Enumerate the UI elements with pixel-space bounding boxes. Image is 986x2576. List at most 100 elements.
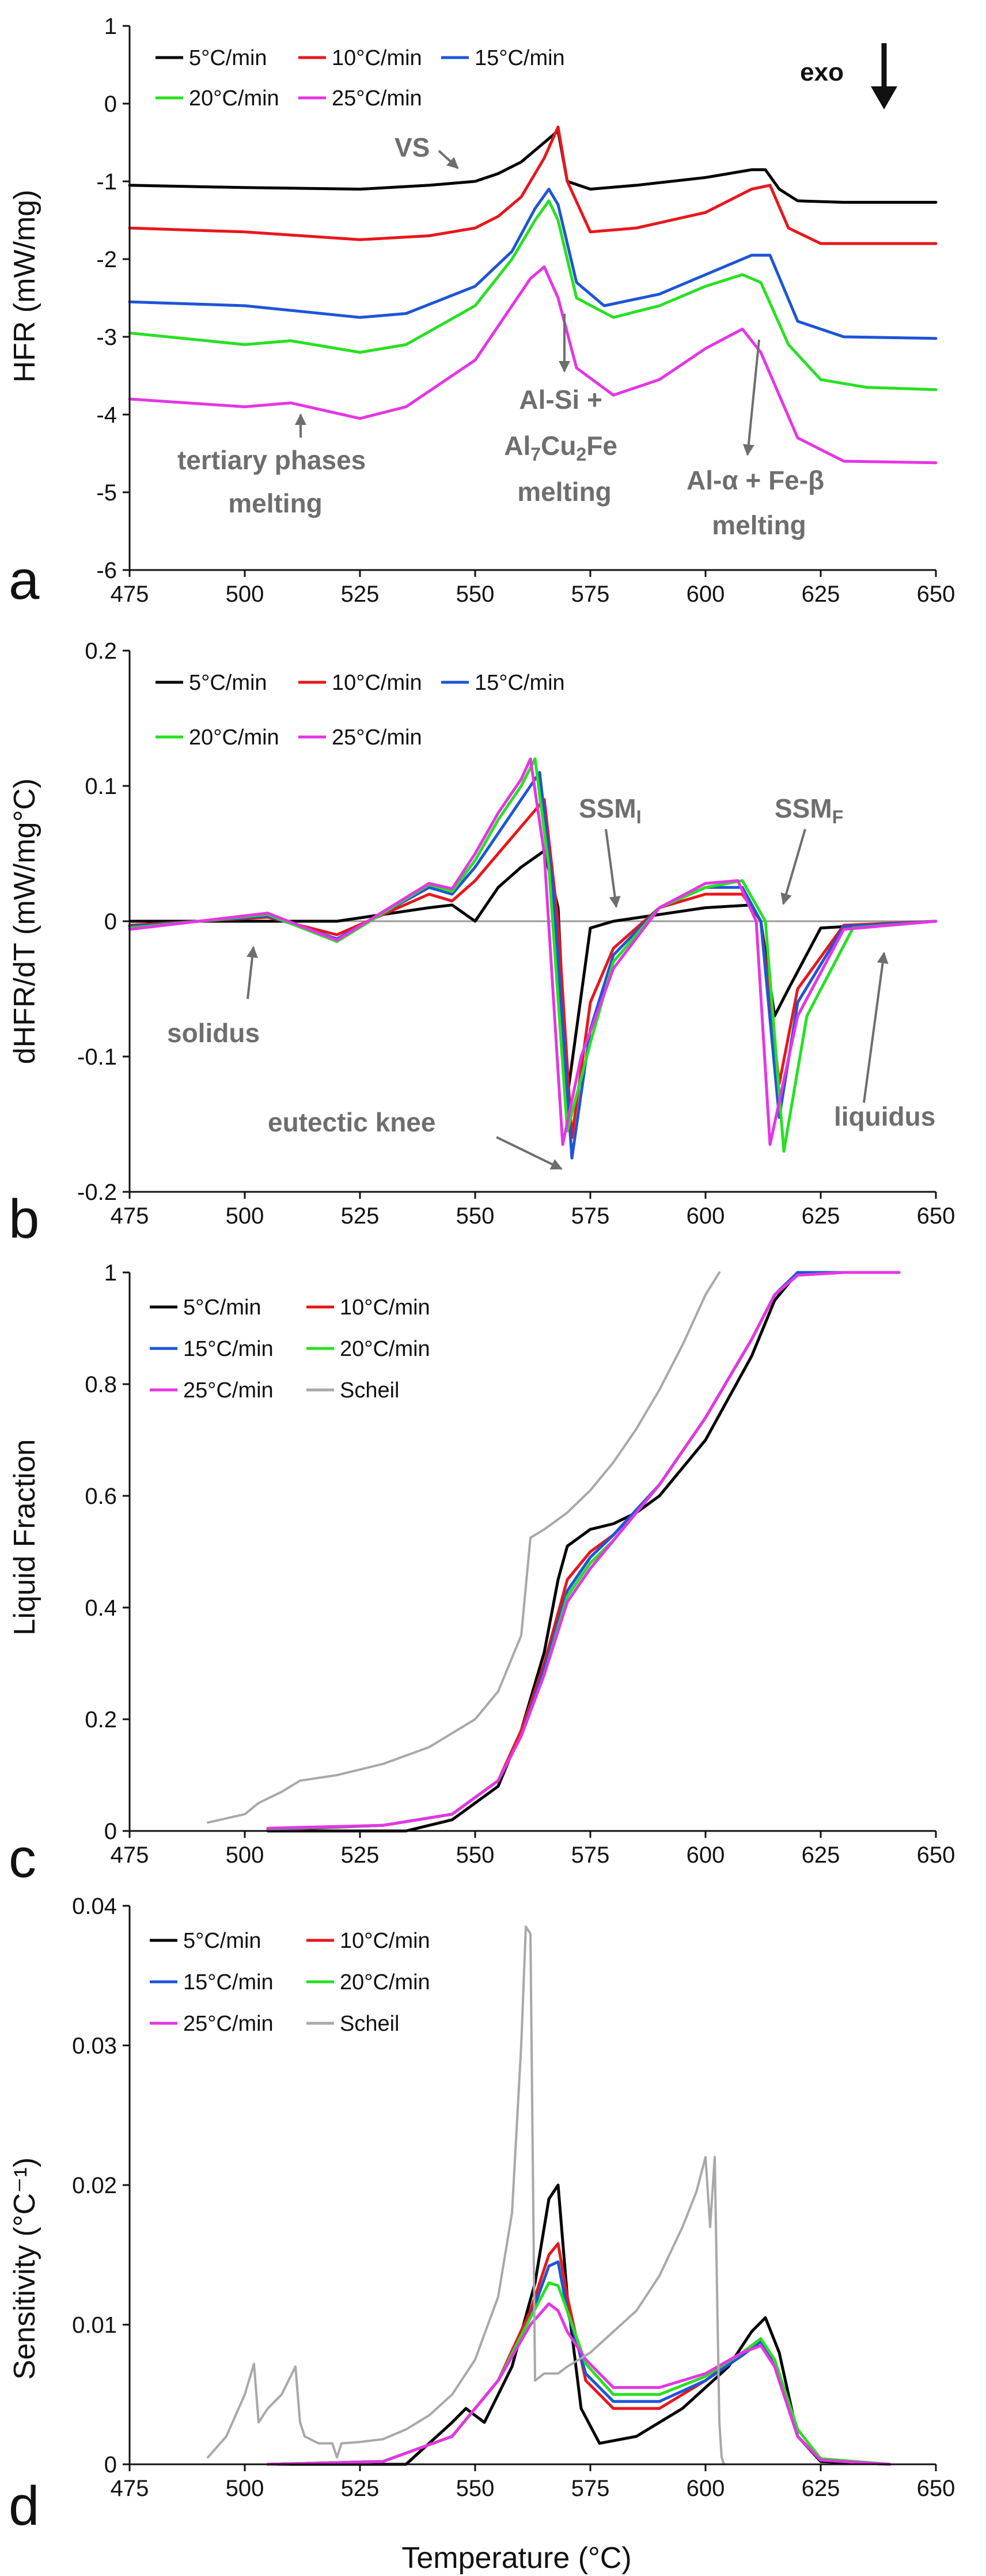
x-tick-label: 525 [341, 1842, 380, 1868]
annotation-vs: VS [395, 132, 430, 162]
y-tick-label: 0 [104, 1819, 117, 1844]
annotation-tertiary: tertiary phases melting [177, 445, 373, 518]
series-line-20 [128, 199, 938, 392]
x-tick-label: 550 [456, 1842, 495, 1868]
y-tick-label: 0.2 [85, 639, 117, 664]
x-tick-label: 575 [571, 1842, 610, 1868]
panel-d-legend: 5°C/min 10°C/min 15°C/min 20°C/min 25°C/min S… [150, 1929, 430, 2036]
legend-label-5: 5°C/min [183, 1929, 261, 1953]
x-tick-label: 650 [917, 1203, 955, 1229]
vs-arrow-icon [438, 150, 459, 169]
y-tick-label: -5 [96, 480, 117, 506]
panel-d-label: d [9, 2475, 39, 2537]
x-tick-label: 650 [917, 582, 955, 607]
annotation-ssm-f: SSMF [775, 793, 843, 827]
y-tick-label: 0 [104, 92, 117, 117]
y-tick-label: 0.02 [72, 2173, 117, 2198]
y-tick-label: 0.8 [85, 1372, 117, 1397]
x-tick-label: 600 [687, 582, 725, 607]
annotation-ssm-i-text: SSM [579, 793, 636, 823]
solidus-arrow-icon [246, 946, 258, 1000]
series-line-25 [128, 265, 938, 465]
y-tick-label: 1 [104, 1260, 117, 1286]
panel-b-label: b [9, 1188, 39, 1250]
x-tick-label: 625 [802, 1203, 840, 1229]
x-tick-label: 550 [456, 1203, 495, 1229]
series-line-15 [128, 188, 938, 340]
annotation-liquidus: liquidus [834, 1101, 935, 1131]
legend-label-25: 25°C/min [332, 725, 422, 750]
panel-b-y-axis-label: dHFR/dT (mW/mg°C) [8, 778, 41, 1065]
exo-label: exo [800, 58, 844, 86]
y-tick-label: -4 [96, 402, 117, 428]
annotation-ssm-f-subscript: F [832, 807, 844, 827]
legend-label-5: 5°C/min [189, 671, 267, 695]
panel-a-legend: 5°C/min 10°C/min 15°C/min 20°C/min 25°C/min [156, 46, 565, 111]
legend-label-20: 20°C/min [189, 86, 279, 111]
x-tick-label: 625 [802, 1842, 840, 1868]
legend-label-15: 15°C/min [183, 1337, 274, 1361]
x-tick-label: 500 [226, 1203, 264, 1229]
y-tick-label: -0.2 [77, 1180, 117, 1205]
x-tick-label: 525 [341, 2476, 380, 2501]
legend-label-scheil: Scheil [340, 2012, 400, 2036]
y-tick-label: -3 [96, 325, 117, 350]
panel-c-y-axis-label: Liquid Fraction [8, 1439, 41, 1635]
annotation-ssm-i: SSMI [579, 793, 642, 827]
x-tick-label: 500 [226, 1842, 264, 1868]
legend-label-15: 15°C/min [183, 1970, 274, 1994]
y-tick-label: 0.4 [85, 1595, 117, 1621]
series-line-5 [266, 1271, 901, 1833]
x-tick-label: 475 [111, 1842, 149, 1868]
ssm-i-arrow-icon [605, 829, 621, 908]
x-tick-label: 475 [111, 582, 149, 607]
legend-label-10: 10°C/min [332, 671, 422, 695]
y-tick-label: -0.1 [77, 1044, 117, 1070]
annotation-tertiary-line-2: melting [228, 488, 323, 518]
y-tick-label: 0.6 [85, 1484, 117, 1509]
annotation-al-alpha-line-2: melting [712, 510, 806, 540]
legend-label-20: 20°C/min [189, 725, 279, 750]
x-tick-label: 475 [111, 1203, 149, 1229]
x-tick-label: 525 [341, 582, 380, 607]
legend-label-10: 10°C/min [340, 1929, 430, 1953]
legend-label-scheil: Scheil [340, 1378, 400, 1403]
annotation-al-si: Al-Si + Al7Cu2Fe melting [504, 385, 624, 507]
legend-label-20: 20°C/min [340, 1970, 430, 1994]
panel-b-legend: 5°C/min 10°C/min 15°C/min 20°C/min 25°C/min [156, 671, 565, 750]
x-tick-label: 625 [802, 582, 840, 607]
x-tick-label: 550 [456, 582, 495, 607]
series-line-25 [128, 757, 938, 1146]
legend-label-15: 15°C/min [475, 46, 565, 70]
exo-arrow-icon [871, 43, 897, 109]
annotation-ssm-f-text: SSM [775, 793, 832, 823]
legend-label-15: 15°C/min [475, 671, 565, 695]
legend-label-10: 10°C/min [340, 1295, 430, 1320]
series-line-5 [128, 129, 938, 204]
x-tick-label: 525 [341, 1203, 380, 1229]
annotation-al-alpha-line-1: Al-α + Fe-β [687, 465, 824, 495]
series-line-25 [266, 1271, 901, 1830]
legend-label-5: 5°C/min [183, 1295, 261, 1320]
y-tick-label: 1 [104, 14, 117, 39]
annotation-solidus: solidus [167, 1018, 260, 1048]
x-tick-label: 475 [111, 2476, 149, 2501]
legend-label-25: 25°C/min [332, 86, 422, 111]
legend-label-10: 10°C/min [332, 46, 422, 70]
series-line-25 [266, 2302, 892, 2466]
legend-label-25: 25°C/min [183, 2012, 274, 2036]
panel-d-y-axis-label: Sensitivity (°C⁻¹) [8, 2157, 41, 2380]
eutectic-arrow-icon [496, 1136, 563, 1170]
y-tick-label: 0.2 [85, 1707, 117, 1732]
y-tick-label: 0.03 [72, 2034, 117, 2059]
annotation-tertiary-line-1: tertiary phases [177, 445, 366, 475]
series-line-scheil [207, 1271, 720, 1824]
panel-c-legend: 5°C/min 10°C/min 15°C/min 20°C/min 25°C/min S… [150, 1295, 430, 1403]
ssm-f-arrow-icon [780, 829, 806, 905]
annotation-ssm-i-subscript: I [636, 807, 642, 827]
